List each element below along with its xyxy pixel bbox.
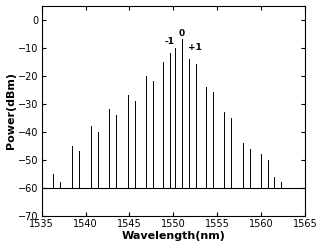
Y-axis label: Power(dBm): Power(dBm) — [5, 72, 16, 149]
Text: +1: +1 — [188, 43, 202, 52]
Text: 0: 0 — [179, 29, 185, 38]
Text: -1: -1 — [165, 37, 175, 46]
X-axis label: Wavelength(nm): Wavelength(nm) — [121, 231, 225, 242]
